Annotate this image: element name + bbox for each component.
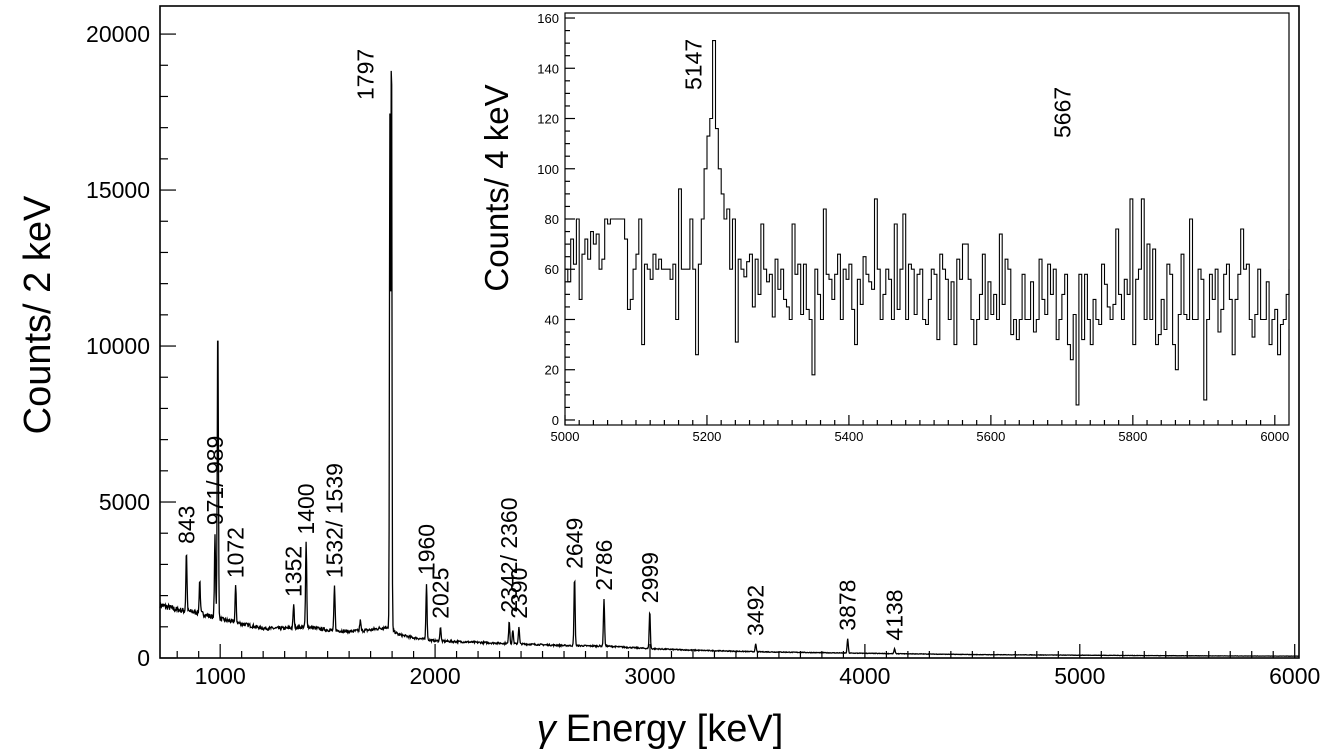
main-peak-label: 971/ 989 xyxy=(202,436,228,526)
main-peak-label: 1072 xyxy=(223,527,249,578)
x-axis-label-text: Energy [keV] xyxy=(566,708,784,749)
inset-y-axis-label: Counts/ 4 keV xyxy=(478,84,515,291)
inset-x-tick-label: 5400 xyxy=(834,429,863,444)
main-peak-label: 1352 xyxy=(281,546,307,597)
inset-y-tick-label: 40 xyxy=(545,312,559,327)
inset-y-tick-label: 60 xyxy=(545,262,559,277)
inset-y-ticks: 0 20 40 60 80 100 120 140 160 xyxy=(537,11,575,428)
inset-x-tick-label: 6000 xyxy=(1260,429,1289,444)
main-peak-label: 2025 xyxy=(428,568,454,619)
inset-peak-label: 5147 xyxy=(680,39,706,90)
main-peak-label: 1400 xyxy=(293,483,319,534)
x-axis-label: γ Energy [keV] xyxy=(537,708,784,749)
main-x-tick-label: 1000 xyxy=(195,663,246,689)
inset-peak-labels: 5147 5667 xyxy=(680,39,1075,138)
y-axis-label: Counts/ 2 keV xyxy=(17,195,59,434)
inset-y-tick-label: 20 xyxy=(545,363,559,378)
main-x-tick-label: 2000 xyxy=(409,663,460,689)
inset-y-tick-label: 120 xyxy=(537,112,559,127)
main-peak-label: 3492 xyxy=(743,585,769,636)
inset-x-tick-label: 5000 xyxy=(551,429,580,444)
main-peak-label: 2390 xyxy=(506,568,532,619)
main-x-ticks: 1000 2000 3000 4000 5000 6000 xyxy=(176,644,1320,689)
inset-x-tick-label: 5600 xyxy=(976,429,1005,444)
x-axis-label-symbol: γ xyxy=(537,708,558,749)
main-peak-label: 4138 xyxy=(882,589,908,640)
main-plot: 1000 2000 3000 4000 5000 6000 050001000015000… xyxy=(17,5,1320,749)
main-x-tick-label: 6000 xyxy=(1269,663,1320,689)
main-peak-label: 2342/ 2360 xyxy=(496,497,522,612)
main-peak-label: 1532/ 1539 xyxy=(322,463,348,578)
inset-plot: 5000 5200 5400 5600 5800 6000 0 20 40 60 80 100 120… xyxy=(478,11,1290,444)
main-y-tick-label: 5000 xyxy=(99,489,150,515)
main-peak-label: 3878 xyxy=(835,580,861,631)
main-y-tick-label: 10000 xyxy=(86,333,150,359)
main-y-tick-label: 0 xyxy=(137,645,150,671)
main-peak-label: 1797 xyxy=(353,49,379,100)
main-y-tick-label: 15000 xyxy=(86,177,150,203)
inset-peak-label: 5667 xyxy=(1049,87,1075,138)
main-x-tick-label: 5000 xyxy=(1054,663,1105,689)
inset-y-tick-label: 80 xyxy=(545,212,559,227)
inset-spectrum-trace xyxy=(565,40,1290,406)
inset-x-tick-label: 5200 xyxy=(692,429,721,444)
inset-y-tick-label: 140 xyxy=(537,61,559,76)
main-x-tick-label: 3000 xyxy=(624,663,675,689)
inset-y-tick-label: 160 xyxy=(537,11,559,26)
main-peak-label: 2786 xyxy=(591,540,617,591)
main-peak-label: 1960 xyxy=(414,524,440,575)
inset-y-tick-label: 0 xyxy=(552,413,559,428)
inset-y-tick-label: 100 xyxy=(537,162,559,177)
main-y-ticks: 0 5000 10000 15000 20000 xyxy=(86,21,176,671)
main-peak-label: 2999 xyxy=(637,552,663,603)
main-x-tick-label: 4000 xyxy=(839,663,890,689)
main-y-tick-label: 20000 xyxy=(86,21,150,47)
main-peak-label: 843 xyxy=(173,506,199,544)
inset-background xyxy=(565,13,1289,425)
main-peak-label: 2649 xyxy=(562,518,588,569)
main-spectrum-trace xyxy=(159,70,1300,657)
main-plot-frame xyxy=(159,5,1300,659)
inset-x-tick-label: 5800 xyxy=(1118,429,1147,444)
inset-x-ticks: 5000 5200 5400 5600 5800 6000 xyxy=(551,415,1289,444)
